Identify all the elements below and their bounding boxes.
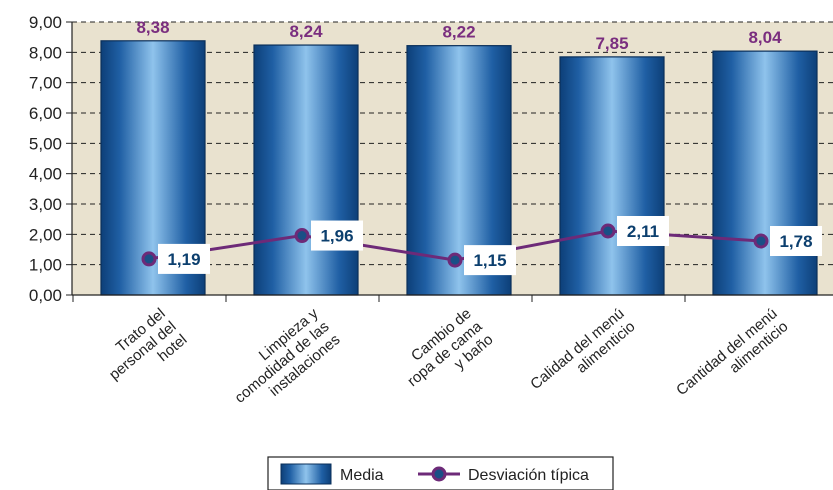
- y-tick-label: 7,00: [29, 74, 62, 93]
- bar: [712, 50, 818, 296]
- sd-value-label: 1,19: [167, 250, 200, 269]
- category-labels: Trato delpersonal delhotel Limpieza ycomo…: [95, 305, 792, 420]
- sd-label-box: [311, 220, 363, 251]
- sd-value-label: 2,11: [627, 222, 659, 241]
- category-label: Cambio deropa de camay baño: [393, 305, 497, 403]
- sd-label-box: [464, 245, 516, 276]
- legend-label-sd: Desviación típica: [468, 467, 589, 484]
- data-labels: 8,38 8,24 8,22 7,85 8,04 1,19 1,96 1,15 2,11 1,78: [136, 18, 822, 276]
- sd-point: [447, 252, 463, 268]
- y-tick-label: 4,00: [29, 165, 62, 184]
- sd-point: [294, 228, 310, 244]
- category-label: Limpieza ycomodidad de lasinstalaciones: [221, 305, 344, 420]
- sd-point: [753, 233, 769, 249]
- sd-point: [600, 223, 616, 239]
- y-tick-label: 0,00: [29, 286, 62, 305]
- sd-value-label: 1,78: [779, 232, 812, 251]
- y-tick-label: 5,00: [29, 134, 62, 153]
- y-tick-label: 1,00: [29, 256, 62, 275]
- bar: [559, 56, 665, 296]
- sd-value-label: 1,15: [473, 251, 506, 270]
- y-tick-label: 3,00: [29, 195, 62, 214]
- svg-text:Cantidad del menúalimenticio: Cantidad del menúalimenticio: [673, 305, 791, 412]
- bar-value-label: 8,38: [136, 18, 169, 37]
- y-tick-label: 8,00: [29, 43, 62, 62]
- sd-label-box: [770, 226, 822, 257]
- sd-point: [141, 251, 157, 267]
- category-label: Cantidad del menúalimenticio: [673, 305, 791, 412]
- bar-value-label: 8,22: [442, 23, 475, 42]
- legend: Media Desviación típica: [267, 456, 614, 490]
- bar-value-label: 7,85: [595, 34, 628, 53]
- bar-value-label: 8,04: [748, 28, 782, 47]
- sd-label-box: [617, 215, 669, 246]
- bar: [253, 44, 359, 296]
- y-tick-label: 2,00: [29, 225, 62, 244]
- legend-swatch-bar: [280, 463, 332, 485]
- sd-value-label: 1,96: [320, 227, 353, 246]
- svg-text:Calidad del menúalimenticio: Calidad del menúalimenticio: [527, 305, 638, 406]
- sd-label-box: [158, 243, 210, 274]
- bar-value-label: 8,24: [289, 22, 323, 41]
- legend-label-media: Media: [340, 467, 384, 484]
- y-tick-label: 6,00: [29, 104, 62, 123]
- category-label: Calidad del menúalimenticio: [527, 305, 638, 406]
- svg-text:Cambio deropa de camay baño: Cambio deropa de camay baño: [393, 305, 497, 403]
- svg-text:Limpieza ycomodidad de lasinst: Limpieza ycomodidad de lasinstalaciones: [221, 305, 344, 420]
- y-tick-label: 9,00: [29, 13, 62, 32]
- legend-swatch-marker: [431, 466, 447, 482]
- svg-text:Trato delpersonal delhotel: Trato delpersonal delhotel: [95, 305, 190, 397]
- category-label: Trato delpersonal delhotel: [95, 305, 190, 397]
- axes: 0,00 1,00 2,00 3,00 4,00 5,00 6,00 7,00 8,00 9,00: [29, 13, 833, 305]
